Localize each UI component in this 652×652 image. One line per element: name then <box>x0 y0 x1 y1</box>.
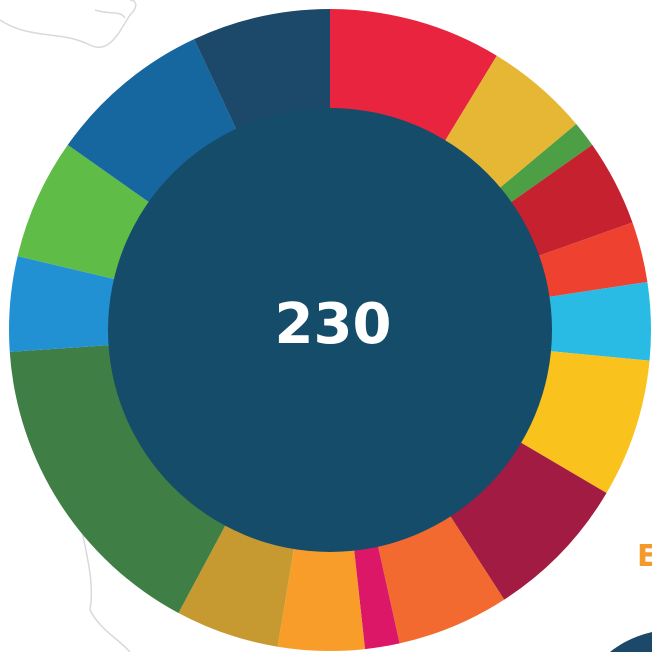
donut-segment <box>9 343 236 613</box>
background-map <box>0 0 137 652</box>
donut-segment <box>518 222 648 301</box>
donut-segment <box>483 124 593 215</box>
annotation: E <box>637 539 652 574</box>
donut-segment <box>277 527 366 651</box>
corner-shape <box>610 632 652 652</box>
donut-segment <box>351 525 400 650</box>
center-label: 230 <box>275 292 392 357</box>
donut-segment <box>527 281 651 361</box>
center-disc <box>108 108 552 552</box>
donut-segment <box>9 256 136 352</box>
